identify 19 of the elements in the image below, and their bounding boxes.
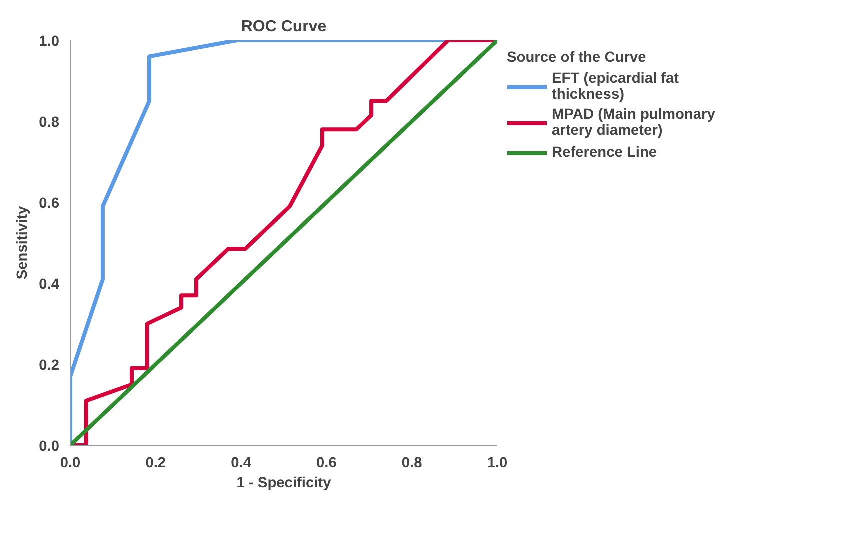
y-axis-title: Sensitivity <box>15 205 32 280</box>
x-tick-label: 1.0 <box>487 456 508 472</box>
y-tick-label: 1.0 <box>39 34 60 50</box>
y-tick-label: 0.2 <box>39 358 60 374</box>
legend-label: MPAD (Main pulmonary artery diameter) <box>552 107 716 139</box>
y-tick-label: 0.4 <box>39 277 60 293</box>
x-tick-label: 0.0 <box>60 456 81 472</box>
x-axis-title: 1 - Specificity <box>236 476 332 492</box>
x-tick-label: 0.2 <box>146 456 166 472</box>
legend-title: Source of the Curve <box>507 50 648 66</box>
y-tick-label: 0.6 <box>39 196 60 212</box>
x-tick-label: 0.6 <box>316 456 337 472</box>
y-tick-label: 0.8 <box>39 115 60 131</box>
x-tick-label: 0.4 <box>231 456 252 472</box>
legend-label: EFT (epicardial fat thickness) <box>552 71 680 103</box>
x-tick-label: 0.8 <box>402 456 422 472</box>
y-tick-label: 0.0 <box>39 439 60 455</box>
legend-label: Reference Line <box>552 145 658 161</box>
chart-title: ROC Curve <box>241 18 327 36</box>
